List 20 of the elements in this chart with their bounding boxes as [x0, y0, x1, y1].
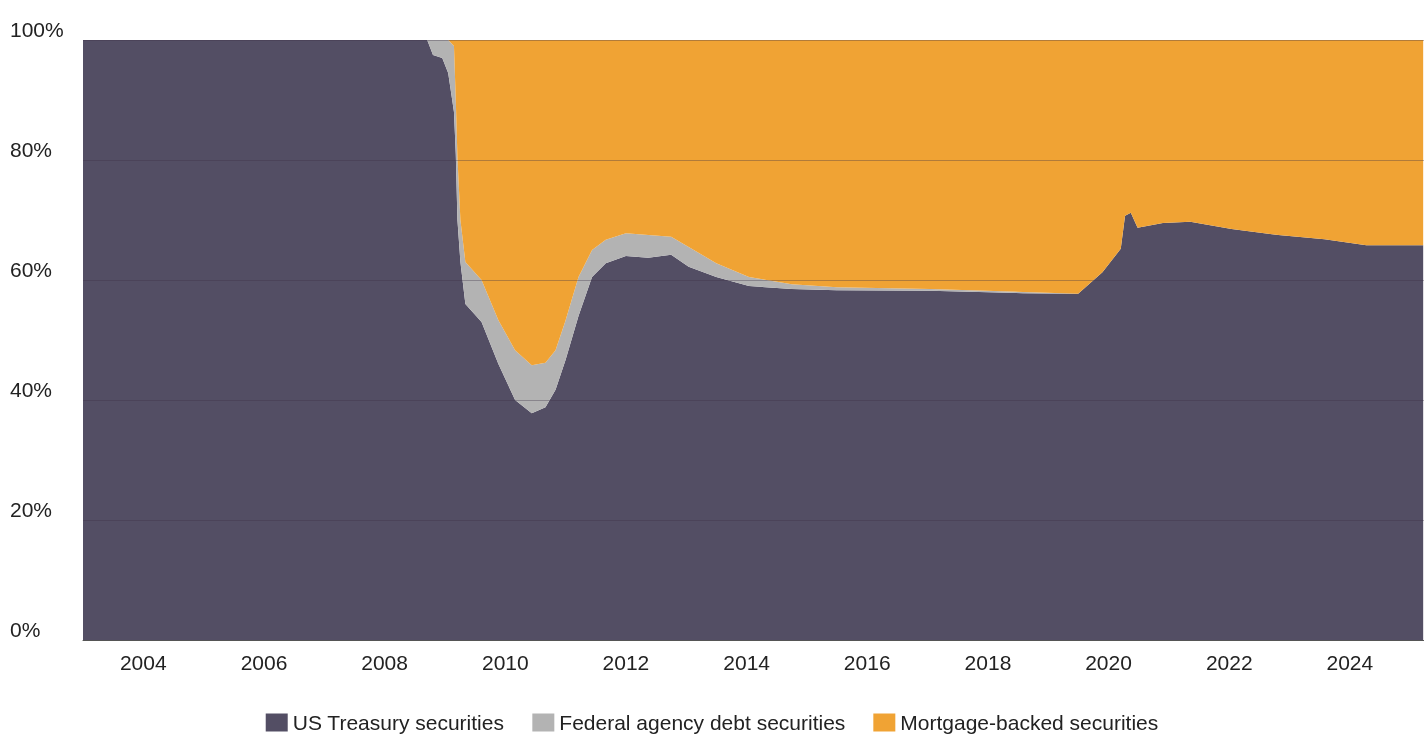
- y-tick-label: 80%: [10, 138, 53, 161]
- x-tick-label: 2018: [964, 651, 1012, 674]
- legend-label: US Treasury securities: [292, 711, 504, 734]
- x-tick-label: 2012: [602, 651, 650, 674]
- x-tick-label: 2022: [1205, 651, 1253, 674]
- x-tick-label: 2008: [361, 651, 408, 674]
- x-tick-label: 2016: [843, 651, 891, 674]
- y-tick-label: 20%: [10, 498, 53, 521]
- x-tick-label: 2010: [481, 651, 529, 674]
- y-tick-label: 100%: [10, 18, 64, 41]
- legend-label: Federal agency debt securities: [559, 711, 846, 734]
- y-tick-label: 0%: [10, 618, 41, 641]
- legend-label: Mortgage-backed securities: [900, 711, 1159, 734]
- x-tick-label: 2020: [1085, 651, 1132, 674]
- x-tick-label: 2014: [723, 651, 771, 674]
- x-tick-label: 2004: [119, 651, 167, 674]
- x-tick-label: 2024: [1326, 651, 1374, 674]
- y-tick-label: 60%: [10, 258, 53, 281]
- x-tick-label: 2006: [240, 651, 288, 674]
- y-tick-label: 40%: [10, 378, 53, 401]
